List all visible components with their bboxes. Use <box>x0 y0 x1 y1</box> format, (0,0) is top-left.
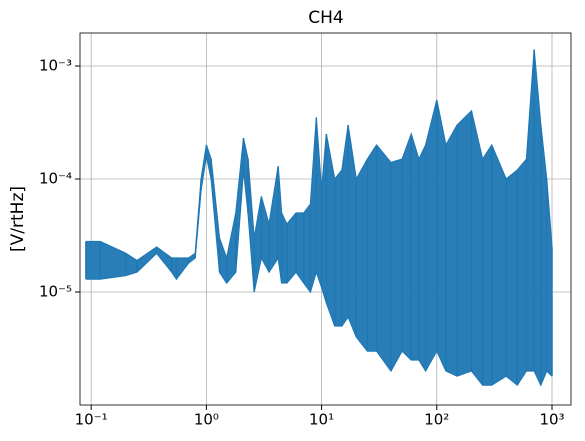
chart-title: CH4 <box>308 8 343 28</box>
band-fill <box>85 49 552 386</box>
x-tick-label: 10⁻¹ <box>75 411 108 429</box>
y-tick-label: 10⁻⁴ <box>39 170 72 188</box>
plot-frame <box>79 32 572 406</box>
series-line <box>85 155 553 387</box>
series-line <box>85 49 553 262</box>
x-tick-label: 10¹ <box>309 411 334 429</box>
y-tick-label: 10⁻⁵ <box>39 283 72 301</box>
x-tick-label: 10⁰ <box>194 411 219 429</box>
x-tick-label: 10² <box>424 411 449 429</box>
y-tick-label: 10⁻³ <box>39 57 72 75</box>
x-tick-label: 10³ <box>539 411 564 429</box>
y-axis-label: [V/rtHz] <box>8 186 28 252</box>
